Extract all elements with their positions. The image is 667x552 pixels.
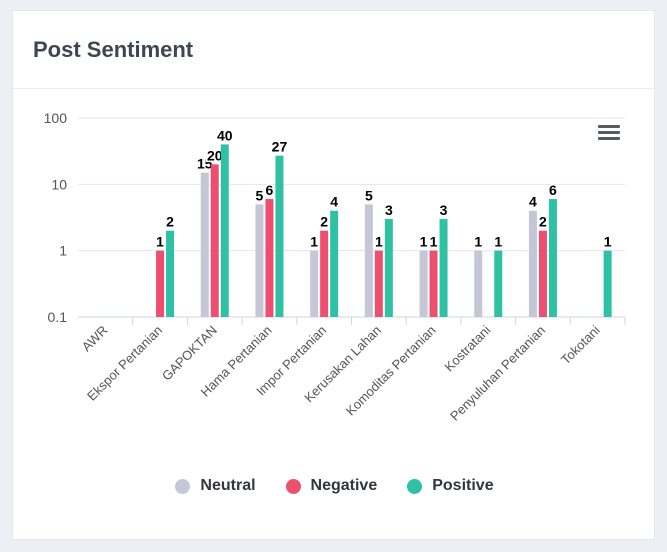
bar bbox=[603, 250, 612, 317]
legend-item[interactable]: Positive bbox=[407, 477, 494, 495]
data-label: 3 bbox=[440, 202, 448, 218]
bar bbox=[474, 250, 483, 317]
card-header: Post Sentiment bbox=[13, 11, 654, 89]
data-label: 20 bbox=[207, 147, 223, 163]
data-label: 27 bbox=[272, 139, 288, 155]
legend-label: Neutral bbox=[200, 477, 256, 494]
data-label: 1 bbox=[604, 234, 612, 250]
legend-dot-icon bbox=[175, 478, 191, 494]
chart-legend: Neutral Negative Positive bbox=[13, 477, 656, 495]
data-label: 1 bbox=[430, 234, 438, 250]
x-tick-label: Tokotani bbox=[558, 322, 603, 367]
data-label: 1 bbox=[310, 234, 318, 250]
bar bbox=[538, 230, 547, 317]
bar bbox=[210, 164, 219, 317]
legend-dot-icon bbox=[285, 478, 301, 494]
data-label: 1 bbox=[494, 234, 502, 250]
bar bbox=[384, 219, 393, 317]
data-label: 5 bbox=[365, 187, 373, 203]
y-tick-label: 1 bbox=[59, 243, 67, 259]
bar bbox=[330, 210, 339, 317]
legend-dot-icon bbox=[407, 478, 423, 494]
x-tick-label: Kostratani bbox=[441, 322, 493, 374]
data-label: 6 bbox=[266, 182, 274, 198]
bar bbox=[528, 210, 537, 317]
chart-menu-icon[interactable] bbox=[597, 123, 621, 143]
bar bbox=[439, 219, 448, 317]
card-title: Post Sentiment bbox=[33, 36, 194, 62]
bar bbox=[310, 250, 319, 317]
data-label: 4 bbox=[330, 194, 338, 210]
bar bbox=[156, 250, 165, 317]
y-tick-label: 0.1 bbox=[48, 309, 68, 325]
x-tick-label: Komoditas Pertanian bbox=[343, 323, 439, 419]
bar bbox=[429, 250, 438, 317]
bar bbox=[200, 172, 209, 317]
data-label: 6 bbox=[549, 182, 557, 198]
data-label: 1 bbox=[156, 234, 164, 250]
bar bbox=[364, 204, 373, 317]
post-sentiment-card: Post Sentiment 0.1 1 10 100 AWR Ekspor Pertan… bbox=[12, 10, 655, 540]
x-tick-label: Penyuluhan Pertanian bbox=[447, 323, 548, 424]
bar bbox=[494, 250, 503, 317]
bar bbox=[255, 204, 264, 317]
bar bbox=[275, 155, 284, 317]
legend-label: Positive bbox=[432, 477, 494, 494]
bar bbox=[265, 199, 274, 317]
legend-label: Negative bbox=[310, 477, 378, 494]
data-label: 2 bbox=[166, 214, 174, 230]
data-label: 3 bbox=[385, 202, 393, 218]
data-label: 40 bbox=[217, 127, 233, 143]
bar bbox=[320, 230, 329, 317]
y-tick-label: 10 bbox=[51, 176, 67, 192]
x-tick-label: AWR bbox=[79, 323, 111, 355]
data-label: 1 bbox=[474, 234, 482, 250]
data-label: 15 bbox=[197, 156, 213, 172]
data-label: 2 bbox=[539, 214, 547, 230]
legend-item[interactable]: Negative bbox=[285, 477, 378, 495]
data-label: 1 bbox=[420, 234, 428, 250]
data-label: 1 bbox=[375, 234, 383, 250]
bar bbox=[374, 250, 383, 317]
data-label: 5 bbox=[256, 187, 264, 203]
y-tick-label: 100 bbox=[44, 110, 68, 126]
data-label: 4 bbox=[529, 194, 537, 210]
bar bbox=[548, 199, 557, 317]
legend-item[interactable]: Neutral bbox=[175, 477, 256, 495]
data-label: 2 bbox=[320, 214, 328, 230]
bar bbox=[166, 230, 175, 317]
bar bbox=[220, 144, 229, 317]
bar bbox=[419, 250, 428, 317]
